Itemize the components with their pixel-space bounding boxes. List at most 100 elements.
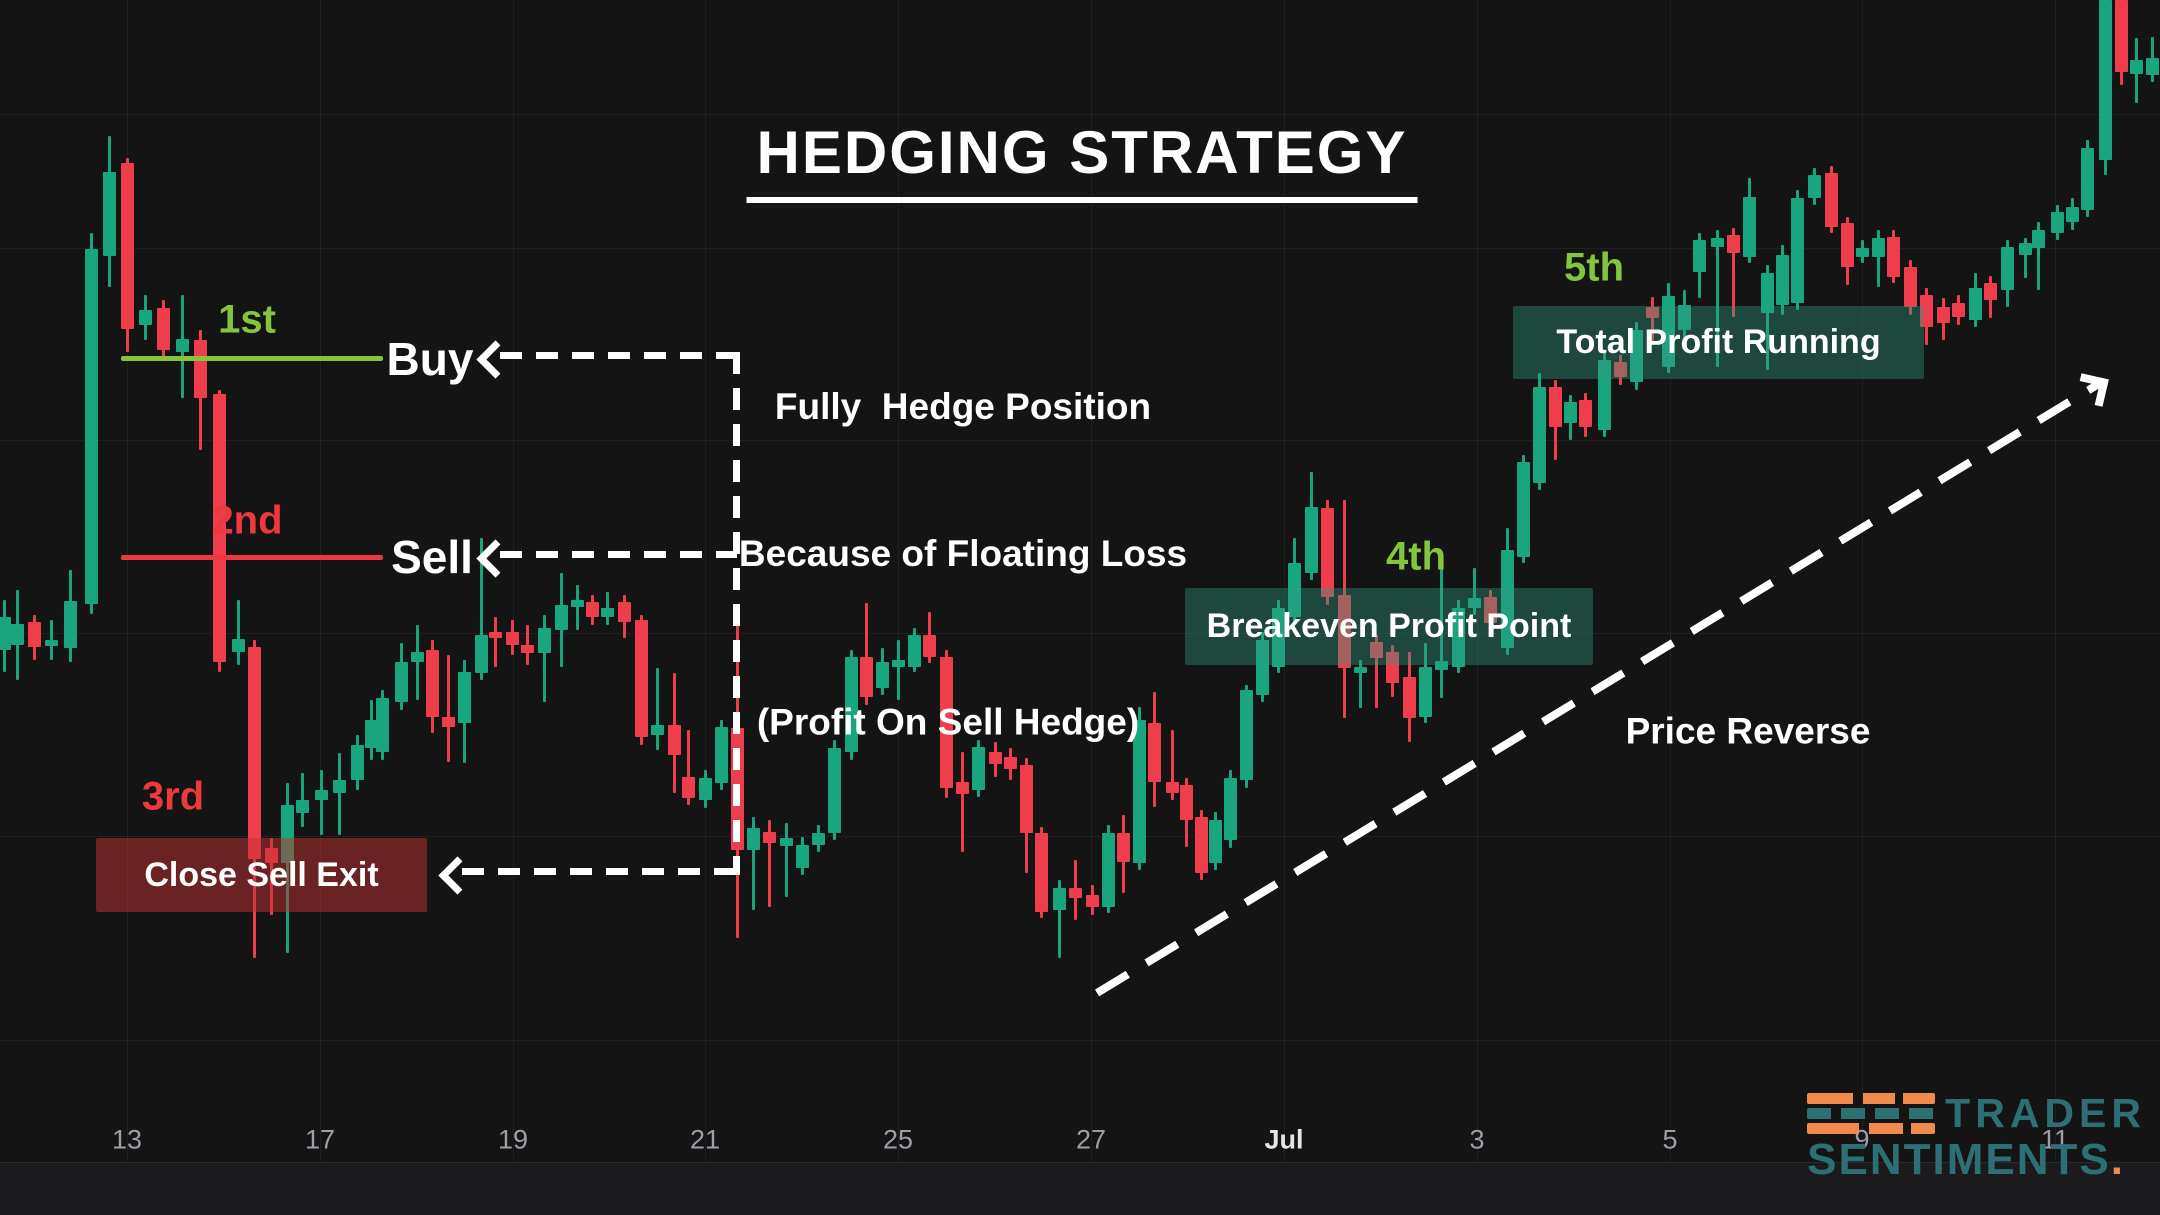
candle-body xyxy=(425,650,439,717)
logo-dot: . xyxy=(2110,1135,2125,1184)
candle-body xyxy=(1983,283,1997,300)
candle-wick xyxy=(1650,297,1654,345)
candle-wick xyxy=(2036,222,2040,290)
candle-body xyxy=(1165,782,1179,793)
candle-body xyxy=(1402,677,1416,718)
x-axis-label[interactable]: 13 xyxy=(111,1124,143,1155)
candle-body xyxy=(537,628,551,653)
sell-arrow-line xyxy=(500,551,737,558)
buy-arrowhead-icon xyxy=(476,340,515,379)
close-sell-exit-label: Close Sell Exit xyxy=(144,855,379,894)
timeline-strip[interactable] xyxy=(0,1162,2160,1215)
candle-body xyxy=(1179,785,1193,820)
candle-body xyxy=(922,635,936,657)
candle-body xyxy=(634,620,648,737)
x-axis-label[interactable]: 3 xyxy=(1469,1124,1485,1155)
candle-wick xyxy=(1170,730,1174,800)
candle-wick xyxy=(751,817,755,910)
candle-body xyxy=(375,698,389,752)
candle-body xyxy=(102,172,116,256)
candle-body xyxy=(314,790,328,800)
candle-body xyxy=(63,601,77,648)
candle-body xyxy=(212,394,226,662)
hedge-vertical-dashed-line xyxy=(733,352,740,875)
candle-body xyxy=(120,163,134,329)
gridline-vertical xyxy=(127,0,128,1163)
candle-body xyxy=(1085,895,1099,907)
step-label-2nd: 2nd xyxy=(211,498,283,543)
x-axis-label[interactable]: 19 xyxy=(497,1124,529,1155)
breakeven-label: Breakeven Profit Point xyxy=(1206,607,1572,645)
candle-body xyxy=(600,608,614,617)
price-reverse-arrowhead-icon xyxy=(2075,373,2109,407)
breakeven-zone: Breakeven Profit Point xyxy=(1185,588,1593,665)
step-label-4th: 4th xyxy=(1386,534,1446,579)
candle-body xyxy=(1760,273,1774,313)
logo-bars-icon xyxy=(1807,1093,1936,1134)
candle-body xyxy=(175,339,189,352)
x-axis-label[interactable]: 27 xyxy=(1075,1124,1107,1155)
candle-body xyxy=(1132,720,1146,863)
candle-body xyxy=(988,752,1002,764)
candle-wick xyxy=(655,668,659,750)
candle-body xyxy=(2065,207,2079,222)
candle-body xyxy=(650,725,664,735)
gridline-vertical xyxy=(705,0,706,1163)
x-axis-label[interactable]: 25 xyxy=(882,1124,914,1155)
candle-wick xyxy=(575,585,579,630)
candle-wick xyxy=(1765,265,1769,370)
candle-body xyxy=(1710,238,1724,247)
x-axis-label[interactable]: Jul xyxy=(1264,1124,1304,1155)
gridline-vertical xyxy=(1670,0,1671,1163)
x-axis-label[interactable]: 5 xyxy=(1662,1124,1678,1155)
candle-body xyxy=(1692,240,1706,272)
gridline-horizontal xyxy=(0,836,2160,837)
trader-sentiments-logo: TRADER SENTIMENTS. xyxy=(1807,1090,2146,1185)
candle-body xyxy=(2000,247,2014,290)
candle-wick xyxy=(784,823,788,897)
logo-text-sentiments: SENTIMENTS. xyxy=(1807,1135,2125,1184)
candle-wick xyxy=(337,753,341,835)
buy-label: Buy xyxy=(386,333,474,385)
candle-body xyxy=(2114,0,2128,72)
hedge-note-line2: Because of Floating Loss xyxy=(738,533,1188,574)
candle-body xyxy=(394,662,408,702)
step-label-1st: 1st xyxy=(218,297,276,342)
candle-body xyxy=(1548,387,1562,427)
candle-wick xyxy=(236,600,240,665)
candle-body xyxy=(971,747,985,790)
candle-wick xyxy=(542,615,546,702)
candle-body xyxy=(1353,667,1367,673)
candle-body xyxy=(1629,330,1643,382)
candle-body xyxy=(1483,597,1497,623)
gridline-vertical xyxy=(320,0,321,1163)
gridline-horizontal xyxy=(0,248,2160,249)
candle-body xyxy=(955,782,969,794)
x-axis-label[interactable]: 21 xyxy=(689,1124,721,1155)
candle-body xyxy=(1304,507,1318,573)
profit-on-sell-hedge-note: (Profit On Sell Hedge) xyxy=(756,701,1140,743)
candle-body xyxy=(332,780,346,793)
candle-body xyxy=(779,838,793,846)
candle-body xyxy=(1645,307,1659,318)
candle-body xyxy=(1147,723,1161,782)
candle-body xyxy=(1337,595,1351,668)
candle-wick xyxy=(1731,228,1735,317)
candle-body xyxy=(1194,817,1208,873)
candle-wick xyxy=(1358,660,1362,708)
x-axis-label[interactable]: 17 xyxy=(304,1124,336,1155)
x-axis-label[interactable]: 11 xyxy=(2040,1124,2070,1155)
candle-body xyxy=(1516,462,1530,557)
candle-body xyxy=(84,249,98,604)
candle-body xyxy=(746,828,760,850)
candle-body xyxy=(714,727,728,783)
gridline-vertical xyxy=(898,0,899,1163)
candle-wick xyxy=(960,752,964,852)
gridline-horizontal xyxy=(0,633,2160,634)
candle-body xyxy=(1208,820,1222,863)
candle-body xyxy=(1385,652,1399,683)
candle-body xyxy=(939,657,953,788)
close-exit-arrow-line xyxy=(462,868,737,875)
total-profit-label: Total Profit Running xyxy=(1556,323,1881,361)
buy-level-line xyxy=(121,356,383,361)
